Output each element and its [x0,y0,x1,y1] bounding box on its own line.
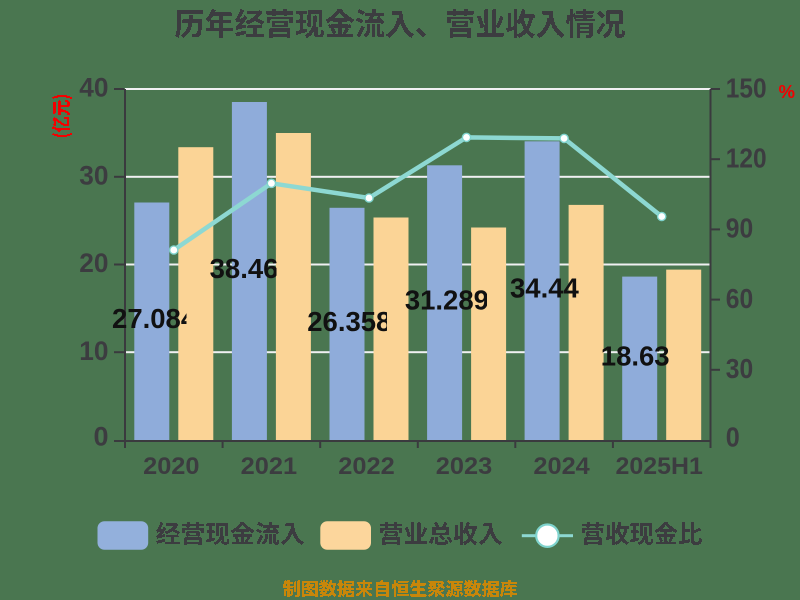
svg-text:18.63: 18.63 [601,340,670,371]
svg-text:10: 10 [79,336,108,366]
svg-text:120: 120 [726,143,767,174]
svg-text:2025H1: 2025H1 [616,453,703,480]
svg-text:2023: 2023 [436,453,492,480]
svg-text:150: 150 [726,72,767,103]
svg-text:34.44: 34.44 [510,273,580,304]
svg-text:30: 30 [79,160,108,190]
svg-text:40: 40 [79,73,108,103]
svg-text:20: 20 [79,248,108,278]
svg-text:60: 60 [726,283,753,314]
svg-text:30: 30 [726,353,753,384]
svg-text:0: 0 [94,421,109,451]
svg-text:90: 90 [726,213,753,244]
svg-text:%: % [779,81,795,102]
svg-text:0: 0 [726,421,740,452]
svg-text:2020: 2020 [143,453,199,480]
svg-text:31.289: 31.289 [405,285,489,316]
svg-text:2021: 2021 [241,453,297,480]
svg-text:2022: 2022 [338,453,394,480]
svg-text:38.469: 38.469 [210,253,294,284]
svg-text:2024: 2024 [533,453,590,480]
svg-text:26.358: 26.358 [307,306,391,337]
svg-text:27.084: 27.084 [112,303,197,334]
